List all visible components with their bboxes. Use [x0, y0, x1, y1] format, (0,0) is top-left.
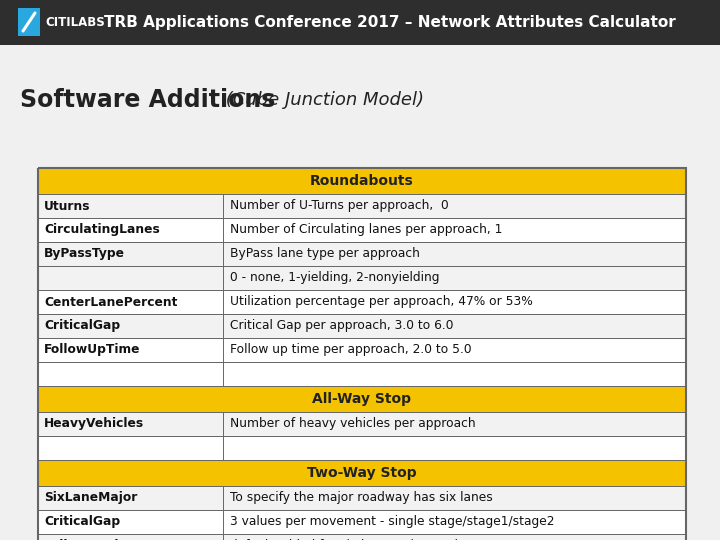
Bar — [38, 194, 686, 218]
Text: Follow up time per approach, 2.0 to 5.0: Follow up time per approach, 2.0 to 5.0 — [230, 343, 472, 356]
Text: FollowUpTime: FollowUpTime — [44, 343, 140, 356]
Bar — [38, 412, 686, 436]
Text: TRB Applications Conference 2017 – Network Attributes Calculator: TRB Applications Conference 2017 – Netwo… — [104, 15, 676, 30]
Bar — [38, 460, 686, 486]
Bar — [38, 362, 686, 386]
Text: CirculatingLanes: CirculatingLanes — [44, 224, 160, 237]
Text: Critical Gap per approach, 3.0 to 6.0: Critical Gap per approach, 3.0 to 6.0 — [230, 320, 453, 333]
Text: SixLaneMajor: SixLaneMajor — [44, 491, 138, 504]
Bar — [38, 290, 686, 314]
Bar — [38, 168, 686, 540]
Text: To specify the major roadway has six lanes: To specify the major roadway has six lan… — [230, 491, 492, 504]
Bar — [0, 0, 720, 45]
Text: 3 values per movement - single stage/stage1/stage2: 3 values per movement - single stage/sta… — [230, 516, 554, 529]
Text: Two-Way Stop: Two-Way Stop — [307, 466, 417, 480]
Text: (Cube Junction Model): (Cube Junction Model) — [220, 91, 424, 109]
Text: 0 - none, 1-yielding, 2-nonyielding: 0 - none, 1-yielding, 2-nonyielding — [230, 272, 439, 285]
Text: CriticalGap: CriticalGap — [44, 320, 120, 333]
Bar — [18, 8, 40, 36]
Text: Roundabouts: Roundabouts — [310, 174, 414, 188]
Bar — [38, 218, 686, 242]
Text: Uturns: Uturns — [44, 199, 91, 213]
Bar — [38, 266, 686, 290]
Text: Utilization percentage per approach, 47% or 53%: Utilization percentage per approach, 47%… — [230, 295, 532, 308]
Bar — [38, 534, 686, 540]
Text: Software Additions: Software Additions — [20, 88, 275, 112]
Bar — [38, 486, 686, 510]
Text: CenterLanePercent: CenterLanePercent — [44, 295, 177, 308]
Bar — [38, 436, 686, 460]
Text: ByPass lane type per approach: ByPass lane type per approach — [230, 247, 420, 260]
Bar — [38, 510, 686, 534]
Bar — [38, 242, 686, 266]
Text: Number of heavy vehicles per approach: Number of heavy vehicles per approach — [230, 417, 475, 430]
Bar — [38, 386, 686, 412]
Bar — [38, 338, 686, 362]
Text: CITILABS: CITILABS — [45, 16, 104, 29]
Text: Number of Circulating lanes per approach, 1: Number of Circulating lanes per approach… — [230, 224, 502, 237]
Bar — [38, 314, 686, 338]
Text: CriticalGap: CriticalGap — [44, 516, 120, 529]
Bar — [38, 168, 686, 194]
Text: HeavyVehicles: HeavyVehicles — [44, 417, 144, 430]
Text: Number of U-Turns per approach,  0: Number of U-Turns per approach, 0 — [230, 199, 449, 213]
Text: ByPassType: ByPassType — [44, 247, 125, 260]
Text: All-Way Stop: All-Way Stop — [312, 392, 412, 406]
